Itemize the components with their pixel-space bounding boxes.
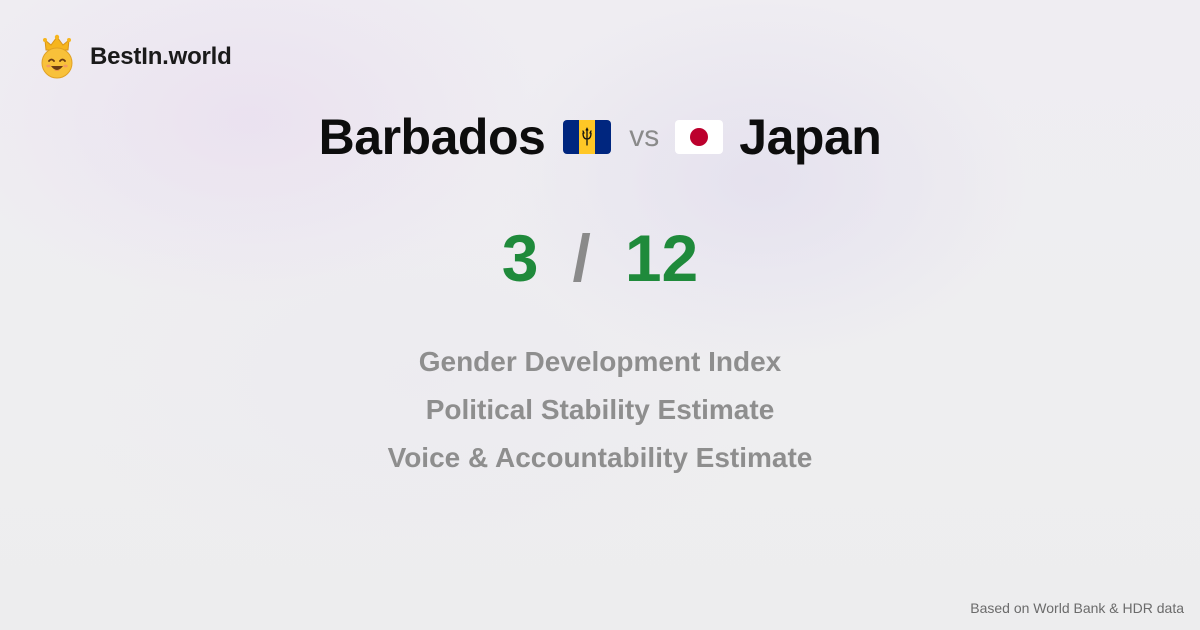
score-separator: / <box>572 221 591 295</box>
score-country-b: 12 <box>624 221 699 295</box>
country-b-name: Japan <box>739 109 882 165</box>
barbados-flag-icon <box>563 120 612 154</box>
comparison-title: Barbados vs Japan <box>0 108 1200 166</box>
metric-item: Political Stability Estimate <box>425 394 775 425</box>
score-display: 3 / 12 <box>0 220 1200 296</box>
country-a-name: Barbados <box>318 109 546 165</box>
metric-item: Gender Development Index <box>418 346 782 377</box>
metric-item: Voice & Accountability Estimate <box>387 442 813 473</box>
metric-list: Gender Development Index Political Stabi… <box>0 338 1200 482</box>
vs-label: vs <box>629 120 660 153</box>
brand-logo[interactable]: BestIn.world <box>38 34 232 80</box>
brand-name: BestIn.world <box>90 43 232 70</box>
score-country-a: 3 <box>501 221 539 295</box>
source-note: Based on World Bank & HDR data <box>970 600 1184 616</box>
crown-smiley-icon <box>41 34 73 79</box>
japan-flag-icon <box>675 120 724 154</box>
